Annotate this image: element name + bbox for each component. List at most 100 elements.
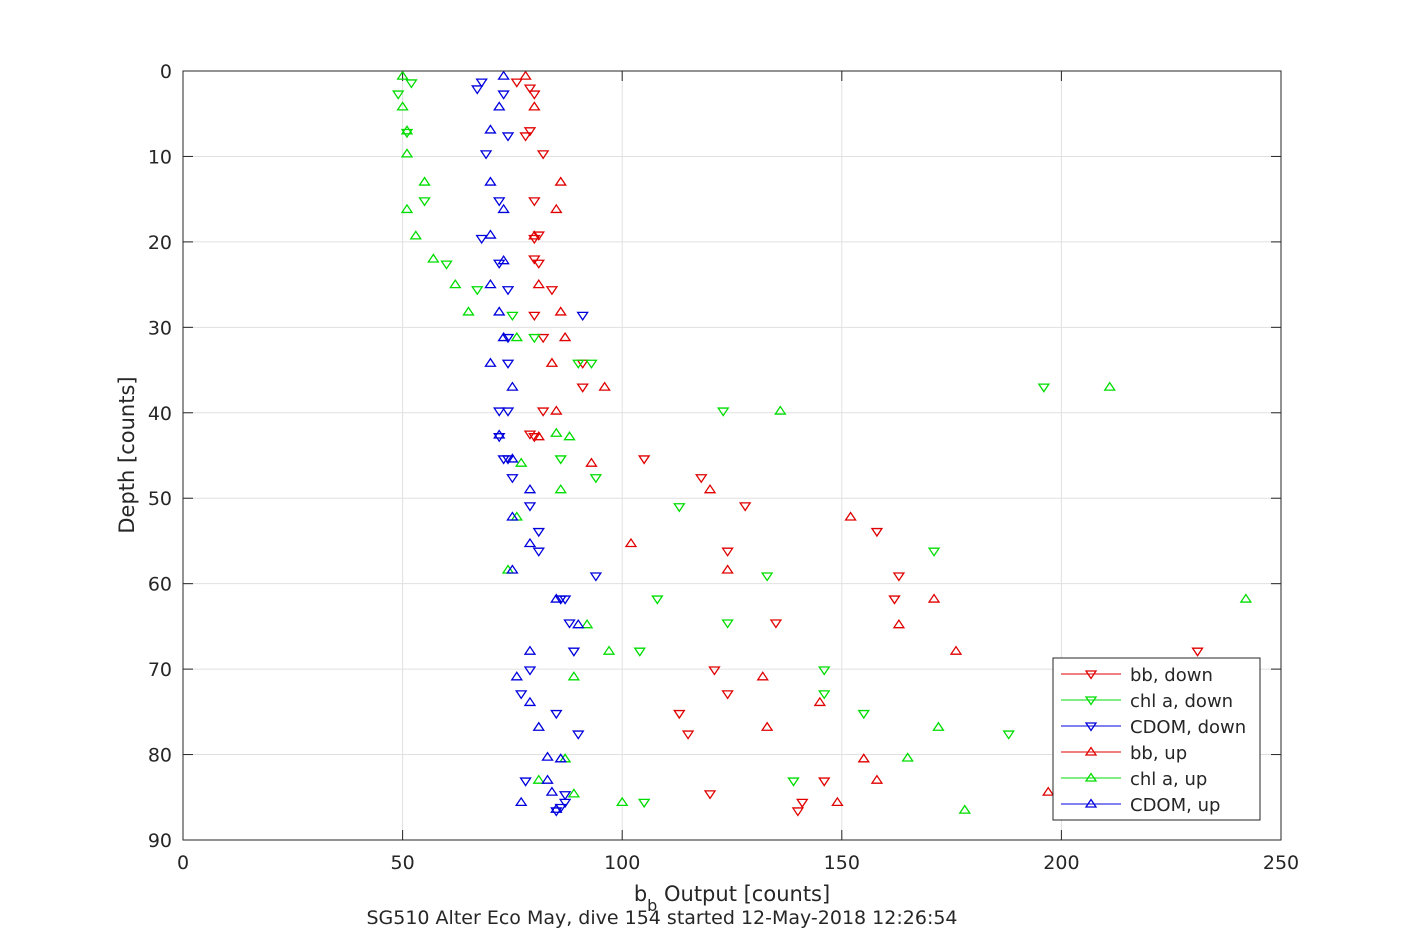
data-point [1037, 383, 1051, 393]
data-point [514, 796, 528, 807]
legend-item: chl a, down [1061, 691, 1233, 712]
data-point [1103, 381, 1116, 391]
data-point [818, 666, 831, 676]
data-point [532, 527, 545, 538]
data-point [589, 572, 603, 582]
data-point [528, 90, 541, 100]
data-point [497, 203, 510, 214]
legend-item: bb, up [1061, 743, 1187, 764]
legend-label: chl a, down [1130, 691, 1233, 712]
data-point [532, 547, 545, 557]
x-tick-label: 100 [604, 852, 640, 874]
data-point [506, 311, 519, 322]
legend-item: CDOM, down [1061, 717, 1246, 738]
data-point [400, 148, 414, 158]
data-point [449, 278, 462, 289]
data-point [1191, 647, 1204, 657]
y-tick-label: 60 [148, 574, 172, 596]
data-point [721, 547, 734, 557]
data-point [558, 595, 572, 605]
plot-frame [182, 70, 1282, 841]
data-point [536, 150, 550, 160]
data-point [523, 484, 537, 494]
legend-label: chl a, up [1130, 769, 1207, 790]
data-point [506, 564, 519, 574]
data-point [558, 791, 572, 801]
y-tick-label: 70 [148, 659, 172, 681]
data-point [673, 709, 686, 720]
data-point [554, 455, 567, 465]
data-point [506, 474, 519, 484]
y-tick-label: 10 [148, 146, 172, 168]
legend-label: bb, up [1130, 743, 1187, 764]
data-point [471, 85, 484, 95]
data-point [717, 407, 730, 417]
data-point [506, 511, 519, 521]
data-point [572, 730, 585, 740]
legend-marker [1084, 670, 1098, 680]
data-markers [391, 70, 1253, 817]
data-point [1002, 730, 1015, 740]
data-point [550, 803, 563, 813]
data-point [818, 690, 831, 700]
data-point [651, 595, 664, 605]
data-point [703, 484, 717, 494]
data-point [519, 70, 532, 80]
data-point [870, 527, 884, 538]
data-point [523, 127, 537, 137]
x-axis-label-rest: Output [counts] [657, 882, 830, 906]
data-point [567, 788, 581, 798]
data-point [475, 78, 488, 88]
data-point [391, 90, 405, 100]
data-point [484, 357, 497, 367]
data-point [514, 690, 528, 700]
legend-item: bb, down [1061, 665, 1213, 686]
data-point [471, 286, 484, 296]
data-point [523, 537, 537, 548]
x-axis-label-subscript: b [647, 896, 657, 915]
data-point [532, 774, 545, 784]
chart-caption: SG510 Alter Eco May, dive 154 started 12… [366, 907, 957, 929]
data-point [501, 132, 515, 142]
data-point [506, 381, 519, 391]
data-point [396, 70, 409, 80]
data-point [901, 752, 914, 762]
legend-item: CDOM, up [1061, 795, 1220, 816]
data-point [440, 260, 453, 270]
data-point [519, 777, 532, 787]
data-point [523, 430, 537, 440]
data-point [721, 564, 734, 574]
data-point [857, 709, 870, 720]
legend-marker [1084, 696, 1098, 706]
data-point [695, 474, 708, 484]
data-point [831, 796, 844, 807]
data-point [576, 383, 589, 393]
data-point [523, 84, 537, 94]
data-point [563, 619, 576, 629]
data-point [888, 595, 901, 605]
data-point [409, 230, 422, 240]
data-point [523, 666, 537, 676]
data-point [892, 619, 906, 629]
data-point [949, 645, 963, 655]
x-tick-label: 200 [1043, 852, 1079, 874]
y-tick-label: 90 [148, 830, 172, 852]
data-point [550, 427, 563, 437]
data-point [721, 690, 734, 700]
legend-item: chl a, up [1061, 769, 1207, 790]
data-point [637, 455, 651, 465]
data-point [479, 150, 493, 160]
data-point [567, 671, 581, 681]
legend: bb, down chl a, down CDOM, down bb, up chl a… [1052, 657, 1261, 821]
data-point [497, 331, 510, 342]
x-tick-label: 50 [391, 852, 415, 874]
data-point [760, 572, 774, 582]
data-point [528, 311, 541, 322]
data-point [892, 572, 906, 582]
y-tick-label: 40 [148, 403, 172, 425]
data-point [708, 666, 721, 676]
data-point [510, 78, 524, 88]
x-tick-label: 250 [1263, 852, 1299, 874]
data-point [857, 753, 870, 763]
